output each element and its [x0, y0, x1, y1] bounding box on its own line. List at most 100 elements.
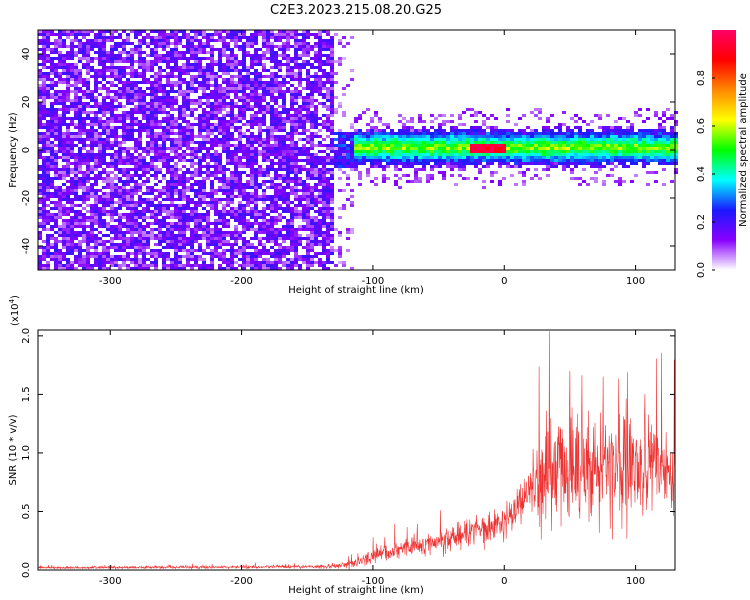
- heatmap-cell: [214, 177, 218, 180]
- heatmap-cell: [202, 225, 206, 228]
- heatmap-cell: [62, 207, 66, 210]
- heatmap-cell: [226, 264, 230, 267]
- heatmap-cell: [230, 234, 234, 237]
- heatmap-cell: [310, 204, 314, 207]
- heatmap-cell: [290, 36, 294, 39]
- heatmap-cell: [74, 72, 78, 75]
- heatmap-cell: [102, 249, 106, 252]
- heatmap-cell: [50, 93, 54, 96]
- heatmap-cell: [182, 114, 186, 117]
- heatmap-cell: [66, 219, 70, 222]
- heatmap-cell: [298, 72, 302, 75]
- heatmap-cell: [106, 120, 110, 123]
- heatmap-cell: [70, 144, 74, 147]
- heatmap-cell: [106, 195, 110, 198]
- heatmap-cell: [182, 249, 186, 252]
- heatmap-cell: [78, 135, 82, 138]
- heatmap-cell: [286, 207, 290, 210]
- heatmap-cell: [278, 252, 282, 255]
- heatmap-cell: [170, 165, 174, 168]
- heatmap-cell: [102, 159, 106, 162]
- heatmap-cell: [222, 93, 226, 96]
- heatmap-cell: [86, 219, 90, 222]
- heatmap-cell: [74, 243, 78, 246]
- heatmap-cell: [62, 198, 66, 201]
- heatmap-cell: [246, 147, 250, 150]
- heatmap-cell: [258, 48, 262, 51]
- heatmap-cell: [234, 207, 238, 210]
- heatmap-cell: [102, 180, 106, 183]
- heatmap-cell: [210, 54, 214, 57]
- heatmap-cell: [110, 186, 114, 189]
- heatmap-cell: [290, 96, 294, 99]
- heatmap-cell: [182, 108, 186, 111]
- heatmap-cell: [282, 186, 286, 189]
- heatmap-cell: [158, 237, 162, 240]
- heatmap-cell: [378, 120, 382, 123]
- heatmap-cell: [106, 138, 110, 141]
- heatmap-cell: [74, 159, 78, 162]
- heatmap-cell: [278, 114, 282, 117]
- heatmap-cell: [322, 165, 326, 168]
- heatmap-cell: [118, 195, 122, 198]
- heatmap-cell: [198, 225, 202, 228]
- heatmap-cell: [242, 156, 246, 159]
- heatmap-cell: [230, 264, 234, 267]
- heatmap-cell: [50, 180, 54, 183]
- heatmap-cell: [106, 186, 110, 189]
- heatmap-cell: [118, 153, 122, 156]
- heatmap-cell: [202, 201, 206, 204]
- heatmap-cell: [338, 150, 342, 153]
- heatmap-cell: [78, 45, 82, 48]
- heatmap-cell: [82, 177, 86, 180]
- heatmap-cell: [298, 237, 302, 240]
- heatmap-cell: [130, 261, 134, 264]
- heatmap-cell: [314, 135, 318, 138]
- heatmap-cell: [330, 48, 334, 51]
- heatmap-cell: [78, 42, 82, 45]
- heatmap-cell: [282, 126, 286, 129]
- heatmap-cell: [198, 159, 202, 162]
- heatmap-cell: [210, 204, 214, 207]
- heatmap-cell: [126, 174, 130, 177]
- heatmap-cell: [166, 72, 170, 75]
- heatmap-cell: [58, 81, 62, 84]
- heatmap-cell: [46, 30, 50, 33]
- heatmap-cell: [266, 234, 270, 237]
- heatmap-cell: [62, 177, 66, 180]
- heatmap-cell: [294, 30, 298, 33]
- heatmap-cell: [314, 162, 318, 165]
- heatmap-cell: [306, 201, 310, 204]
- heatmap-cell: [126, 78, 130, 81]
- heatmap-cell: [50, 114, 54, 117]
- heatmap-cell: [278, 261, 282, 264]
- heatmap-cell: [150, 66, 154, 69]
- heatmap-cell: [374, 126, 378, 129]
- heatmap-cell: [198, 150, 202, 153]
- heatmap-cell: [206, 243, 210, 246]
- heatmap-cell: [342, 114, 346, 117]
- heatmap-cell: [146, 225, 150, 228]
- heatmap-cell: [74, 126, 78, 129]
- heatmap-cell: [82, 78, 86, 81]
- heatmap-cell: [366, 147, 370, 150]
- heatmap-cell: [154, 123, 158, 126]
- heatmap-cell: [102, 138, 106, 141]
- heatmap-cell: [382, 123, 386, 126]
- heatmap-cell: [138, 195, 142, 198]
- heatmap-cell: [122, 69, 126, 72]
- heatmap-cell: [230, 189, 234, 192]
- heatmap-cell: [270, 180, 274, 183]
- heatmap-cell: [226, 84, 230, 87]
- heatmap-cell: [254, 177, 258, 180]
- heatmap-cell: [182, 174, 186, 177]
- heatmap-cell: [270, 177, 274, 180]
- heatmap-cell: [42, 258, 46, 261]
- heatmap-cell: [274, 153, 278, 156]
- heatmap-cell: [282, 246, 286, 249]
- heatmap-cell: [366, 138, 370, 141]
- heatmap-cell: [130, 102, 134, 105]
- heatmap-cell: [314, 219, 318, 222]
- heatmap-cell: [266, 105, 270, 108]
- heatmap-cell: [198, 51, 202, 54]
